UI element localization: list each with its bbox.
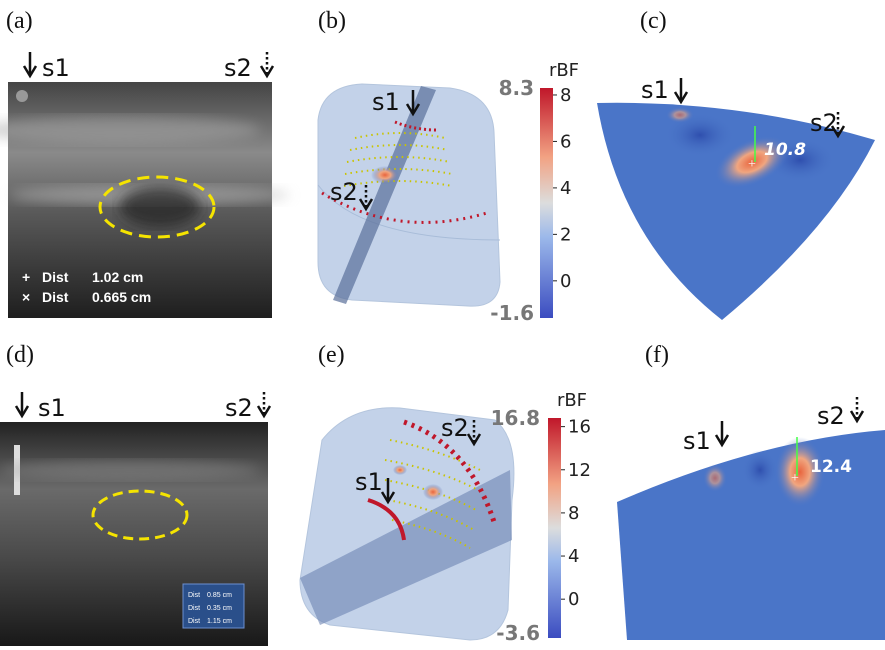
colorbar-tick-label: 0: [568, 589, 579, 610]
colorbar-tick-label: 2: [560, 224, 571, 245]
s1-label: s1: [683, 427, 711, 455]
colorbar-min: -3.6: [496, 621, 540, 645]
s1-label: s1: [355, 468, 383, 496]
panel-label: (b): [318, 8, 346, 34]
colorbar-tick-label: 6: [560, 131, 571, 152]
measurement-label: Dist: [188, 618, 200, 625]
colorbar-tick-label: 0: [560, 271, 571, 292]
svg-text:+: +: [791, 471, 799, 486]
svg-text:×: ×: [22, 289, 30, 305]
colorbar-title: rBF: [549, 60, 579, 81]
colorbar-tick-label: 8: [560, 85, 571, 106]
measurement-value: 0.85 cm: [207, 592, 232, 599]
panel-label: (a): [6, 8, 33, 34]
svg-text:+: +: [22, 269, 30, 285]
svg-text:+: +: [748, 157, 756, 172]
s2-label: s2: [441, 414, 469, 442]
s2-label: s2: [225, 394, 253, 422]
peak-value: 12.4: [810, 457, 852, 477]
measurement-label: Dist: [188, 605, 200, 612]
colorbar-tick-label: 16: [568, 417, 591, 438]
measurement-label: Dist: [188, 592, 200, 599]
measurement-value: 1.15 cm: [207, 618, 232, 625]
panel-label: (c): [640, 8, 667, 34]
panel-c: (c) + 10.8 s1 s2: [597, 8, 875, 320]
colorbar-min: -1.6: [490, 301, 534, 325]
s2-label: s2: [817, 402, 845, 430]
s1-label: s1: [38, 394, 66, 422]
colorbar-tick-label: 4: [560, 178, 571, 199]
colorbar-max: 8.3: [499, 76, 534, 100]
colorbar-tick-label: 8: [568, 503, 579, 524]
s2-label: s2: [224, 54, 252, 82]
peak-value: 10.8: [764, 140, 806, 160]
panel-label: (e): [318, 342, 345, 368]
measurement-label: Dist: [42, 289, 69, 305]
s2-label: s2: [330, 178, 358, 206]
panel-b: (b) s1 s2 rBF 8.3 -1.6 0 2 4 6 8: [317, 8, 579, 325]
colorbar-title: rBF: [557, 390, 587, 411]
colorbar: rBF 16.8 -3.6 0 4 8 12 16: [491, 390, 591, 645]
measurement-label: Dist: [42, 269, 69, 285]
panel-e: (e) s1 s2 rBF 16.8 -3.6 0 4 8 12 16: [299, 342, 591, 645]
panel-f: (f) + 12.4 s1 s2: [617, 342, 885, 640]
s2-label: s2: [810, 109, 838, 137]
panel-label: (d): [6, 342, 34, 368]
measurement-value: 0.35 cm: [207, 605, 232, 612]
measurement-value: 1.02 cm: [92, 269, 143, 285]
s1-label: s1: [42, 54, 70, 82]
colorbar-gradient: [548, 418, 561, 638]
lesion-outline: [98, 175, 216, 239]
s1-label: s1: [372, 88, 400, 116]
panel-label: (f): [645, 342, 669, 368]
colorbar: rBF 8.3 -1.6 0 2 4 6 8: [490, 60, 579, 325]
colorbar-tick-label: 4: [568, 546, 579, 567]
s1-label: s1: [641, 76, 669, 104]
panel-d: (d) s1 s2 Dist 0.85 cm Dist 0.35 cm Dist 1.…: [0, 342, 272, 646]
colorbar-gradient: [540, 88, 553, 318]
lesion-outline: [91, 489, 189, 541]
colorbar-max: 16.8: [491, 406, 540, 430]
panel-a: (a) s1 s2 + Dist 1.02 cm × Dist 0.665 cm: [0, 8, 290, 318]
measurement-value: 0.665 cm: [92, 289, 151, 305]
colorbar-tick-label: 12: [568, 460, 591, 481]
